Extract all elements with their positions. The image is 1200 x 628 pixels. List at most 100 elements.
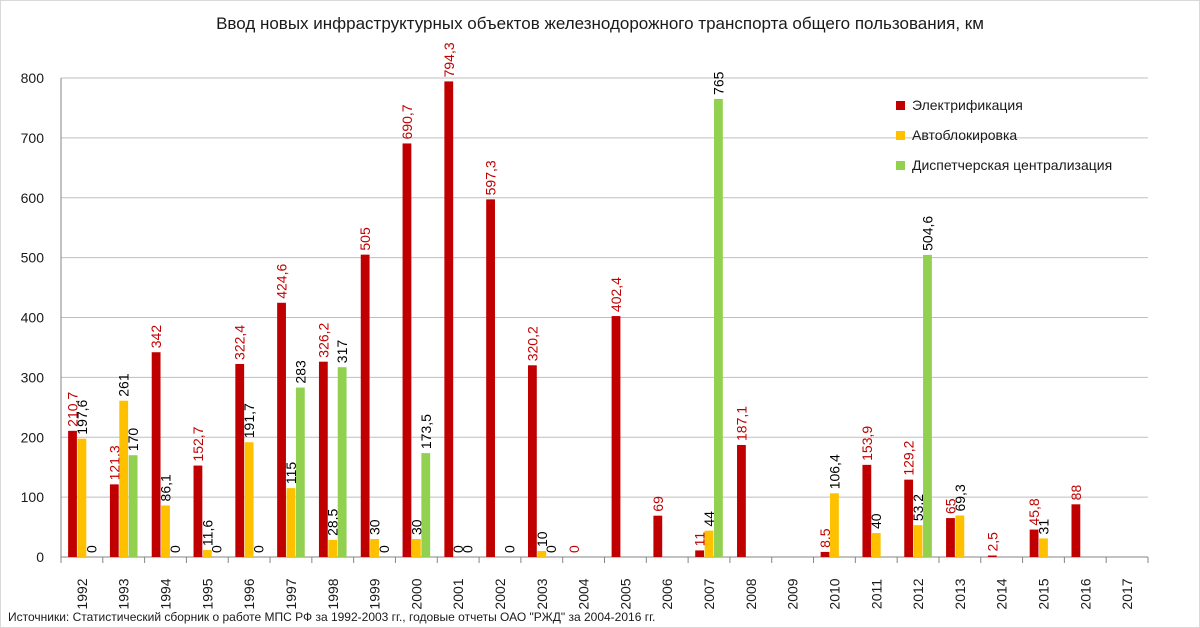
x-tick-label: 2001: [450, 578, 466, 609]
data-label: 153,9: [859, 426, 875, 461]
bar-2: [119, 400, 129, 557]
data-label: 690,7: [399, 104, 415, 139]
y-tick-label: 600: [21, 190, 45, 206]
bar-1: [987, 555, 997, 557]
bar-1: [1029, 529, 1039, 557]
bar-2: [77, 438, 87, 557]
data-label: 69,3: [952, 484, 968, 511]
x-tick-label: 2006: [659, 578, 675, 609]
data-label: 28,5: [325, 508, 341, 535]
data-label: 86,1: [158, 474, 174, 501]
x-tick-label: 1995: [199, 578, 215, 609]
bar-1: [862, 464, 872, 557]
x-tick-label: 2016: [1077, 578, 1093, 609]
data-label: 0: [83, 545, 99, 553]
x-tick-label: 2013: [952, 578, 968, 609]
bar-3: [714, 98, 723, 558]
bar-2: [370, 539, 379, 557]
bar-2: [871, 533, 881, 557]
bar-1: [109, 484, 119, 557]
x-tick-label: 2010: [826, 578, 842, 609]
x-tick-label: 2008: [743, 578, 759, 609]
data-label: 424,6: [274, 264, 290, 299]
bar-2: [830, 493, 839, 557]
bar-1: [193, 465, 203, 557]
y-tick-label: 100: [21, 489, 45, 505]
data-label: 129,2: [901, 440, 917, 475]
data-label: 402,4: [608, 277, 624, 312]
bar-1: [946, 518, 955, 557]
data-label: 191,7: [241, 403, 257, 438]
data-label: 30: [408, 519, 424, 535]
x-tick-label: 2003: [534, 578, 550, 609]
x-tick-label: 2002: [492, 578, 508, 609]
x-tick-label: 2000: [408, 578, 424, 609]
data-label: 197,6: [74, 399, 90, 434]
data-label: 0: [450, 545, 466, 553]
data-label: 0: [376, 545, 392, 553]
bar-2: [202, 550, 212, 557]
data-label: 10: [534, 531, 550, 547]
x-tick-label: 2005: [617, 578, 633, 609]
x-tick-label: 2004: [576, 578, 592, 609]
data-label: 505: [357, 227, 373, 251]
legend-swatch: [896, 131, 905, 140]
data-label: 317: [334, 340, 350, 364]
legend-entry: Автоблокировка: [912, 127, 1017, 143]
data-label: 152,7: [190, 426, 206, 461]
x-tick-label: 2017: [1119, 578, 1135, 609]
bar-2: [244, 442, 254, 557]
data-label: 504,6: [919, 216, 935, 251]
bar-1: [737, 444, 746, 557]
bar-3: [923, 254, 932, 558]
data-label: 31: [1035, 519, 1051, 535]
x-tick-label: 2014: [994, 578, 1010, 609]
bar-2: [161, 505, 170, 557]
data-label: 65: [942, 498, 958, 514]
bar-1: [611, 316, 621, 557]
data-label: 0: [566, 545, 582, 553]
bar-1: [904, 479, 914, 557]
bar-2: [955, 515, 965, 557]
data-label: 170: [125, 428, 141, 452]
data-label: 320,2: [524, 326, 540, 361]
y-tick-label: 200: [21, 429, 45, 445]
data-label: 30: [367, 519, 383, 535]
y-tick-label: 500: [21, 250, 45, 266]
bar-1: [151, 352, 161, 557]
bar-1: [1071, 504, 1081, 557]
bar-3: [128, 455, 138, 557]
data-label: 106,4: [826, 454, 842, 489]
data-label: 765: [710, 71, 726, 95]
bar-1: [277, 302, 286, 557]
y-tick-label: 300: [21, 369, 45, 385]
x-tick-label: 1997: [283, 578, 299, 609]
data-label: 0: [501, 545, 517, 553]
data-label: 88: [1068, 485, 1084, 501]
bar-1: [444, 81, 454, 557]
bar-1: [820, 551, 830, 557]
data-label: 283: [292, 360, 308, 384]
x-tick-label: 2012: [910, 578, 926, 609]
data-label: 121,3: [106, 445, 122, 480]
data-label: 794,3: [441, 42, 457, 77]
bar-1: [235, 363, 245, 557]
data-label: 11,6: [199, 520, 215, 546]
legend-swatch: [896, 161, 905, 170]
bar-2: [913, 525, 923, 557]
data-label: 40: [868, 513, 884, 529]
bar-2: [704, 530, 714, 557]
y-tick-label: 700: [21, 130, 45, 146]
bar-2: [1039, 538, 1048, 557]
data-label: 210,7: [65, 392, 81, 427]
bar-1: [68, 430, 77, 557]
x-tick-label: 1996: [241, 578, 257, 609]
bar-1: [402, 143, 412, 558]
bar-2: [411, 539, 421, 557]
y-tick-label: 0: [36, 549, 44, 565]
data-label: 342: [148, 325, 164, 349]
bar-1: [360, 254, 370, 557]
bar-1: [318, 361, 328, 557]
chart-title: Ввод новых инфраструктурных объектов жел…: [216, 14, 984, 33]
